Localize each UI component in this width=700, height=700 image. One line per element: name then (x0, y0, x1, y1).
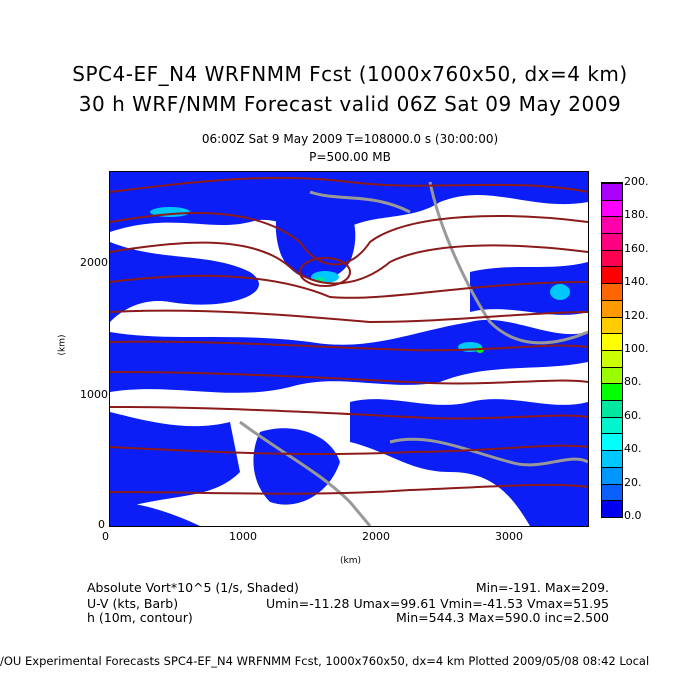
colorbar-bin (602, 182, 622, 200)
map-plot (110, 172, 588, 526)
x-axis-label: (km) (340, 556, 362, 566)
x-tick-0: 0 (102, 530, 109, 543)
colorbar-label: 160. (624, 241, 649, 255)
colorbar-bin (602, 216, 622, 234)
footer: /OU Experimental Forecasts SPC4-EF_N4 WR… (0, 654, 650, 668)
title-line-1: SPC4-EF_N4 WRFNMM Fcst (1000x760x50, dx=… (72, 62, 628, 86)
x-tick-3000: 3000 (495, 530, 523, 543)
colorbar-label: 60. (624, 408, 642, 422)
colorbar-bin (602, 266, 622, 284)
colorbar-label: 200. (624, 175, 649, 188)
colorbar-bin (602, 450, 622, 467)
legend-wind-name: U-V (kts, Barb) (87, 596, 179, 611)
colorbar-bin (602, 383, 622, 401)
colorbar-label: 140. (624, 275, 649, 289)
legend-vort-name: Absolute Vort*10^5 (1/s, Shaded) (87, 580, 299, 595)
colorbar-label: 20. (624, 475, 642, 489)
y-tick-1000: 1000 (80, 388, 108, 401)
colorbar-bin (602, 483, 622, 501)
colorbar-label: 100. (624, 342, 649, 355)
colorbar-bin (602, 500, 622, 517)
y-tick-2000: 2000 (80, 256, 108, 269)
x-tick-1000: 1000 (229, 530, 257, 543)
x-tick-2000: 2000 (362, 530, 390, 543)
legend-height-stats: Min=544.3 Max=590.0 inc=2.500 (395, 610, 609, 625)
colorbar-bin (602, 333, 622, 350)
plot-frame (109, 171, 589, 527)
colorbar-label: 120. (624, 308, 649, 322)
y-tick-0: 0 (98, 518, 105, 531)
colorbar-bin (602, 416, 622, 434)
colorbar-bin (602, 400, 622, 417)
colorbar-label: 80. (624, 375, 642, 389)
legend-vort-stats: Min=-191. Max=209. (475, 580, 609, 595)
colorbar-bin (602, 283, 622, 300)
height-contours (110, 176, 588, 495)
colorbar-bin (602, 249, 622, 267)
colorbar-label: 180. (624, 208, 649, 222)
colorbar (601, 182, 623, 518)
colorbar-bin (602, 349, 622, 367)
colorbar-label: 0.0 (624, 509, 642, 522)
colorbar-bin (602, 233, 622, 250)
colorbar-label: 40. (624, 442, 642, 456)
pressure-level: P=500.00 MB (309, 150, 391, 164)
colorbar-bin (602, 199, 622, 217)
colorbar-bin (602, 466, 622, 484)
legend-wind-stats: Umin=-11.28 Umax=99.61 Vmin=-41.53 Vmax=… (266, 596, 609, 611)
colorbar-bin (602, 433, 622, 451)
colorbar-bin (602, 316, 622, 334)
colorbar-bin (602, 366, 622, 384)
legend-height-name: h (10m, contour) (87, 610, 193, 625)
vorticity-shading (110, 172, 588, 526)
state-borders (239, 181, 588, 526)
y-axis-label: (km) (57, 334, 68, 356)
valid-time: 06:00Z Sat 9 May 2009 T=108000.0 s (30:0… (201, 132, 499, 146)
title-line-2: 30 h WRF/NMM Forecast valid 06Z Sat 09 M… (78, 92, 622, 116)
colorbar-bin (602, 299, 622, 317)
